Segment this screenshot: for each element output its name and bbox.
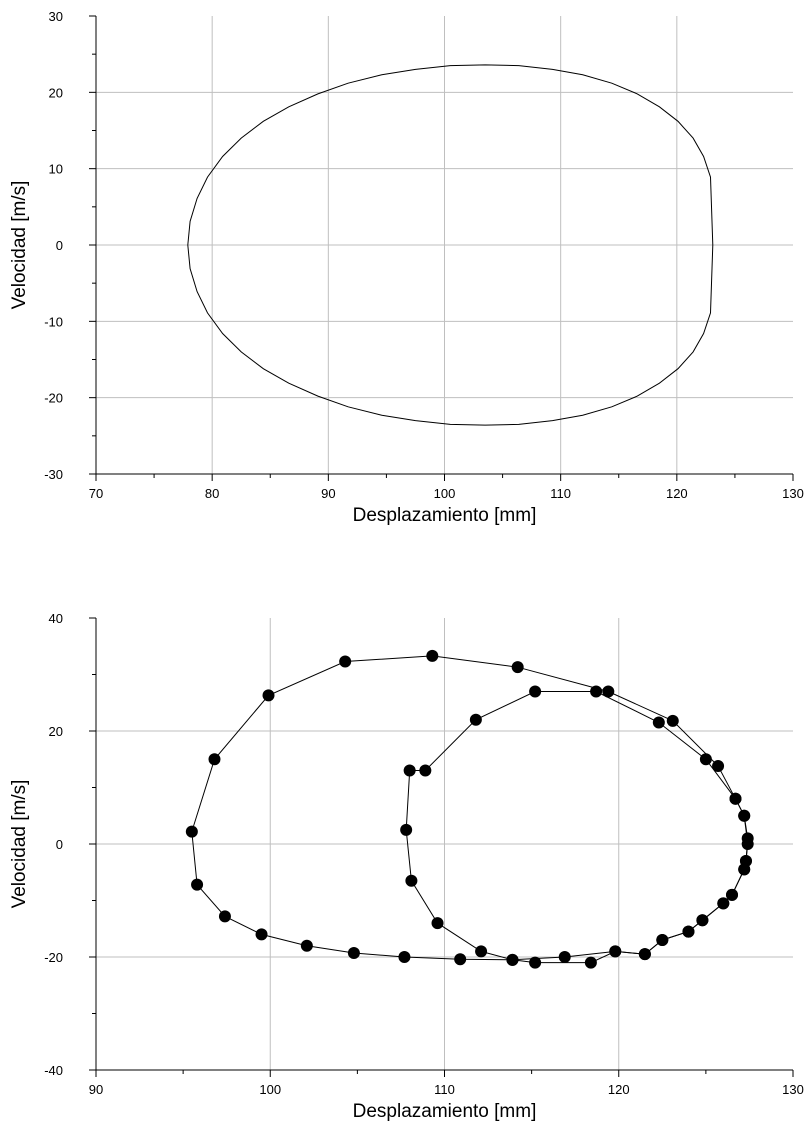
data-point bbox=[347, 947, 360, 960]
data-point bbox=[208, 753, 221, 766]
chart-panel-2: 90 100 110 120 130 -40 -20 0 20 40 Desplazamiento … bbox=[9, 611, 804, 1122]
data-point bbox=[191, 878, 204, 891]
data-point bbox=[652, 716, 665, 729]
data-point bbox=[741, 838, 754, 850]
data-point bbox=[699, 753, 712, 766]
x-tick-label: 70 bbox=[89, 486, 103, 501]
chart-panel-1: 70 80 90 100 110 120 130 -30 -20 -10 0 10 20 30 Despla… bbox=[9, 9, 804, 526]
data-point bbox=[405, 874, 418, 887]
data-point bbox=[255, 928, 268, 941]
data-point bbox=[218, 910, 231, 923]
data-point bbox=[426, 649, 439, 662]
data-point bbox=[400, 823, 413, 836]
series-line-1 bbox=[187, 64, 714, 426]
y-tick-label: 20 bbox=[49, 724, 63, 739]
y-axis-label: Velocidad [m/s] bbox=[9, 181, 30, 310]
data-point bbox=[696, 914, 709, 927]
y-tick-label: 0 bbox=[56, 837, 63, 852]
data-point bbox=[262, 689, 275, 702]
y-tick-label: -40 bbox=[44, 1063, 63, 1078]
data-point bbox=[558, 951, 571, 963]
y-tick-label: -30 bbox=[44, 467, 63, 482]
data-point bbox=[475, 945, 488, 958]
data-point bbox=[712, 760, 725, 773]
data-point bbox=[666, 714, 679, 727]
data-point bbox=[506, 953, 519, 966]
data-point bbox=[511, 661, 524, 674]
y-tick-label: -20 bbox=[44, 950, 63, 965]
data-point bbox=[419, 764, 432, 777]
data-point bbox=[431, 917, 444, 930]
data-point bbox=[717, 897, 730, 910]
y-tick-label: 10 bbox=[49, 162, 63, 177]
y-tick-label: -20 bbox=[44, 391, 63, 406]
data-point bbox=[726, 888, 739, 901]
x-tick-label: 110 bbox=[434, 1082, 455, 1097]
data-point bbox=[590, 685, 603, 698]
x-tick-label: 90 bbox=[89, 1082, 103, 1097]
data-point bbox=[300, 939, 313, 952]
x-tick-label: 80 bbox=[205, 486, 219, 501]
data-point bbox=[738, 863, 751, 876]
x-axis-label: Desplazamiento [mm] bbox=[353, 1101, 537, 1122]
data-point bbox=[682, 925, 695, 938]
data-point bbox=[584, 956, 597, 969]
data-point bbox=[529, 685, 542, 698]
series-line-2 bbox=[191, 655, 749, 961]
x-tick-label: 110 bbox=[550, 486, 571, 501]
data-point bbox=[609, 945, 622, 958]
data-point bbox=[339, 655, 352, 668]
x-tick-label: 90 bbox=[321, 486, 335, 501]
series-line-1 bbox=[405, 691, 749, 964]
y-tick-label: 30 bbox=[49, 9, 63, 24]
x-tick-label: 120 bbox=[666, 486, 688, 501]
data-point bbox=[469, 713, 482, 726]
data-point bbox=[454, 953, 467, 966]
y-axis-label: Velocidad [m/s] bbox=[9, 780, 30, 909]
data-point bbox=[398, 951, 411, 963]
data-point bbox=[403, 764, 416, 777]
data-point bbox=[602, 685, 615, 698]
y-tick-label: 0 bbox=[56, 238, 63, 253]
x-tick-label: 130 bbox=[782, 486, 804, 501]
x-axis-label: Desplazamiento [mm] bbox=[353, 505, 537, 526]
data-point bbox=[738, 809, 751, 822]
x-tick-label: 100 bbox=[259, 1082, 281, 1097]
y-tick-label: 20 bbox=[49, 85, 63, 100]
y-tick-label: 40 bbox=[49, 611, 63, 626]
x-tick-label: 100 bbox=[434, 486, 456, 501]
data-point bbox=[638, 948, 651, 961]
x-tick-label: 120 bbox=[608, 1082, 630, 1097]
data-point bbox=[185, 825, 198, 838]
y-tick-label: -10 bbox=[44, 314, 63, 329]
x-tick-label: 130 bbox=[782, 1082, 804, 1097]
data-point bbox=[529, 956, 542, 969]
data-point bbox=[656, 934, 669, 947]
data-point bbox=[729, 792, 742, 805]
